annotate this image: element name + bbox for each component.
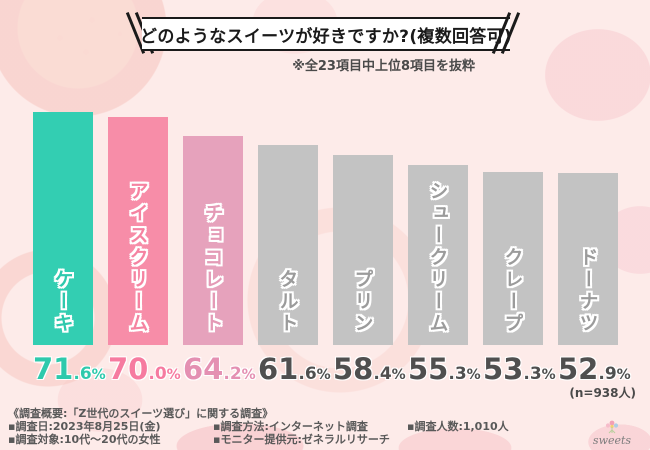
bar-value: 58.4% <box>333 352 406 386</box>
bar-label: タルト <box>276 269 299 335</box>
survey-target: ▪調査対象:10代〜20代の女性 <box>8 432 161 446</box>
survey-overview-heading: 《調査概要:「Z世代のスイーツ選び」に関する調査》 <box>8 407 274 420</box>
bar-label: プリン <box>351 269 374 335</box>
sample-size-note: (n=938人) <box>569 386 636 400</box>
double-slash-right-icon <box>491 11 520 55</box>
bar-value: 52.9% <box>558 352 631 386</box>
bar-label: シュークリーム <box>426 181 449 335</box>
bars-row: ケーキ アイスクリーム チョコレートタルト プリン シュークリーム クレープ ドーナツ <box>33 112 618 345</box>
bar-value: 64.2% <box>183 352 256 386</box>
bar-label: アイスクリーム <box>126 181 149 335</box>
bar: タルト <box>258 145 318 345</box>
bar-label: ケーキ <box>51 269 74 335</box>
bar: チョコレート <box>183 136 243 345</box>
logo-text: sweets <box>592 434 632 447</box>
survey-overview: 《調査概要:「Z世代のスイーツ選び」に関する調査》 ▪調査日:2023年8月25… <box>8 407 568 446</box>
values-row: 71.6% 70.0% 64.2% 61.6% 58.4% 55.3% 53.3% 52.9% <box>33 352 631 386</box>
bar-label: クレープ <box>501 247 524 335</box>
bar-value: 53.3% <box>483 352 556 386</box>
sweets-logo: sweets <box>584 419 640 446</box>
survey-count: ▪調査人数:1,010人 <box>407 420 509 433</box>
bar-chart: ケーキ アイスクリーム チョコレートタルト プリン シュークリーム クレープ ドーナツ 71… <box>33 112 631 386</box>
survey-method: ▪調査方法:インターネット調査 <box>213 420 368 433</box>
chart-title: どのようなスイーツが好きですか?(複数回答可) <box>140 26 512 47</box>
bar-value: 70.0% <box>108 352 181 386</box>
title-banner: どのようなスイーツが好きですか?(複数回答可) <box>140 17 512 51</box>
monitor-provider: ▪モニター提供元:ゼネラルリサーチ <box>213 432 390 446</box>
bar: クレープ <box>483 172 543 345</box>
bar: プリン <box>333 155 393 345</box>
bar: アイスクリーム <box>108 117 168 345</box>
bar-value: 61.6% <box>258 352 331 386</box>
bar-label: ドーナツ <box>576 247 599 335</box>
flower-bouquet-icon <box>605 420 619 434</box>
bar-label: チョコレート <box>201 203 224 335</box>
bar: シュークリーム <box>408 165 468 345</box>
bar-value: 55.3% <box>408 352 481 386</box>
bar: ケーキ <box>33 112 93 345</box>
survey-date: ▪調査日:2023年8月25日(金) <box>8 420 161 433</box>
bar: ドーナツ <box>558 173 618 345</box>
bar-value: 71.6% <box>33 352 106 386</box>
chart-subtitle: ※全23項目中上位8項目を抜粋 <box>292 59 475 74</box>
